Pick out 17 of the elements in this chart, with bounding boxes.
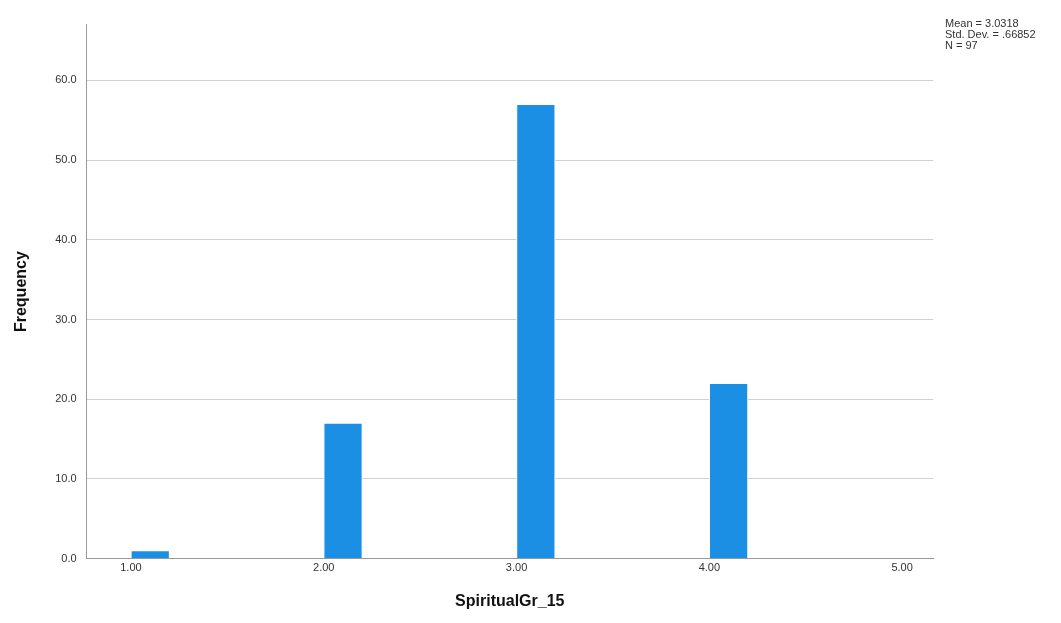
y-tick-label: 0.0 [61,551,77,564]
x-tick-label: 2.00 [313,561,335,574]
x-tick-label: 5.00 [891,561,913,574]
x-tick-label: 4.00 [698,561,721,574]
y-tick-label: 40.0 [55,232,77,245]
y-tick-label: 20.0 [55,392,77,405]
text: N = 97 [945,38,978,51]
y-axis-title: Frequency [12,251,30,333]
x-tick-label: 3.00 [505,561,528,574]
x-tick-label: 1.00 [120,561,142,574]
y-tick-label: 10.0 [55,471,77,484]
y-tick-label: 30.0 [55,312,77,325]
text: Mean = 3.0318 [945,16,1019,29]
text: Std. Dev. = .66852 [945,27,1036,40]
y-tick-label: 50.0 [55,153,77,166]
y-tick-label: 60.0 [55,73,77,86]
x-axis-title: SpiritualGr_15 [455,591,565,609]
